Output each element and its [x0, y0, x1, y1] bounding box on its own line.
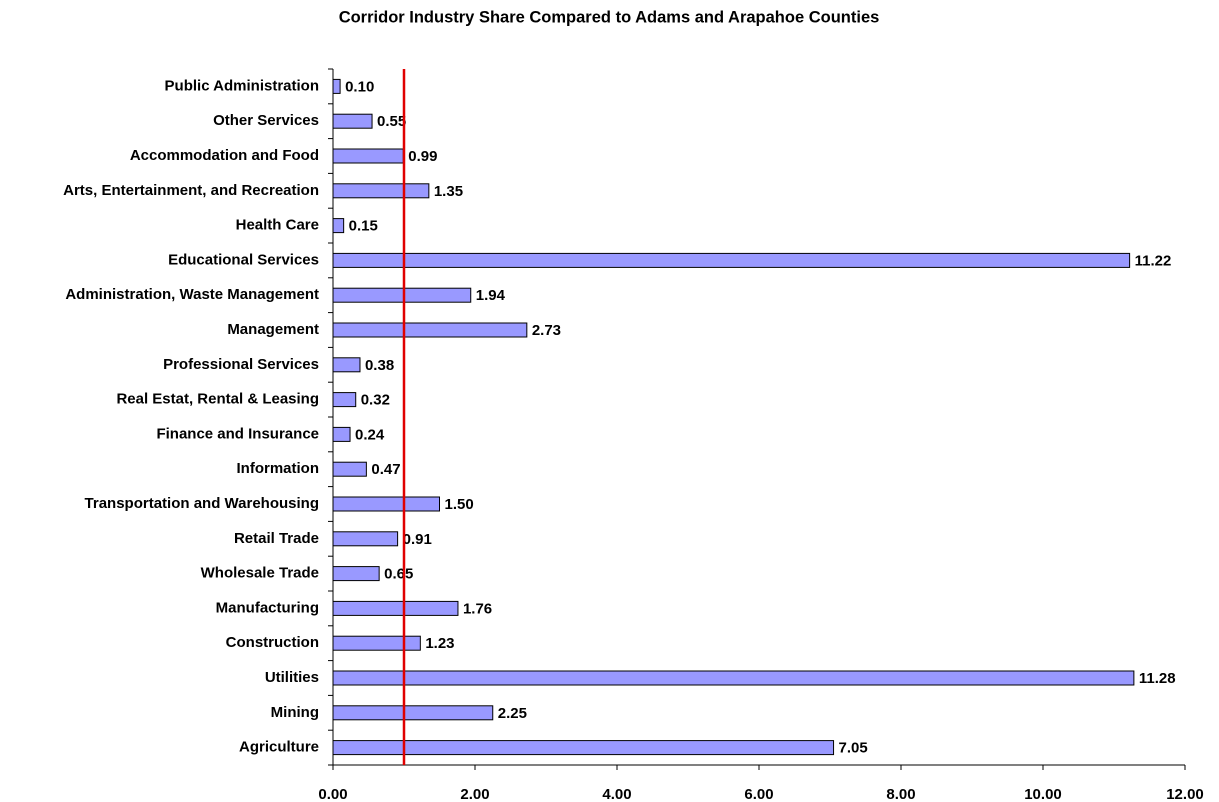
bar	[332, 183, 430, 199]
y-tick-label: Public Administration	[165, 77, 319, 94]
data-label: 0.32	[361, 392, 390, 409]
data-label: 2.25	[498, 705, 527, 722]
y-tick-label: Educational Services	[168, 251, 319, 268]
data-label: 0.10	[345, 78, 374, 95]
bar	[332, 670, 1135, 686]
y-tick-label: Retail Trade	[234, 530, 319, 547]
bar	[332, 600, 459, 616]
x-tick-label: 8.00	[886, 786, 915, 802]
data-label: 0.15	[349, 218, 378, 235]
bar	[332, 252, 1131, 268]
data-label: 1.50	[445, 496, 474, 513]
bar	[332, 287, 472, 303]
data-label: 0.55	[377, 113, 406, 130]
bar	[332, 357, 361, 373]
bar	[332, 78, 341, 94]
y-tick-label: Management	[227, 321, 319, 338]
bar	[332, 635, 421, 651]
y-tick-label: Transportation and Warehousing	[85, 495, 319, 512]
bar	[332, 531, 399, 547]
x-tick-label: 0.00	[318, 786, 347, 802]
x-tick-label: 12.00	[1166, 786, 1204, 802]
y-tick-label: Health Care	[236, 217, 319, 234]
bar	[332, 705, 494, 721]
y-tick-label: Arts, Entertainment, and Recreation	[63, 182, 319, 199]
y-tick-label: Utilities	[265, 669, 319, 686]
data-label: 0.38	[365, 357, 394, 374]
data-label: 1.76	[463, 600, 492, 617]
y-tick-label: Other Services	[213, 112, 319, 129]
bar	[332, 496, 440, 512]
data-label: 11.28	[1139, 670, 1176, 687]
bar	[332, 392, 357, 408]
y-tick-label: Manufacturing	[216, 599, 319, 616]
y-tick-label: Finance and Insurance	[156, 425, 319, 442]
data-label: 0.24	[355, 426, 385, 443]
y-tick-label: Professional Services	[163, 356, 319, 373]
y-tick-label: Wholesale Trade	[201, 565, 319, 582]
x-tick-label: 10.00	[1024, 786, 1062, 802]
chart-title: Corridor Industry Share Compared to Adam…	[339, 8, 880, 26]
y-tick-label: Information	[237, 460, 320, 477]
y-tick-label: Construction	[226, 634, 319, 651]
data-label: 1.94	[476, 287, 506, 304]
data-label: 1.23	[425, 635, 454, 652]
data-label: 0.99	[408, 148, 437, 165]
y-tick-label: Administration, Waste Management	[65, 286, 319, 303]
data-label: 7.05	[839, 740, 868, 757]
bar	[332, 426, 351, 442]
x-tick-label: 4.00	[602, 786, 631, 802]
bar	[332, 113, 373, 129]
data-label: 11.22	[1135, 252, 1172, 269]
data-label: 2.73	[532, 322, 561, 339]
bar	[332, 566, 380, 582]
y-tick-label: Real Estat, Rental & Leasing	[116, 391, 319, 408]
y-tick-label: Agriculture	[239, 739, 319, 756]
bar	[332, 322, 528, 338]
y-tick-label: Mining	[271, 704, 319, 721]
data-label: 0.91	[403, 531, 432, 548]
bar	[332, 740, 835, 756]
bar	[332, 148, 404, 164]
bar	[332, 461, 367, 477]
bar	[332, 218, 345, 234]
y-tick-label: Accommodation and Food	[130, 147, 319, 164]
data-label: 1.35	[434, 183, 463, 200]
data-label: 0.65	[384, 566, 413, 583]
data-label: 0.47	[371, 461, 400, 478]
x-tick-label: 2.00	[460, 786, 489, 802]
x-tick-label: 6.00	[744, 786, 773, 802]
